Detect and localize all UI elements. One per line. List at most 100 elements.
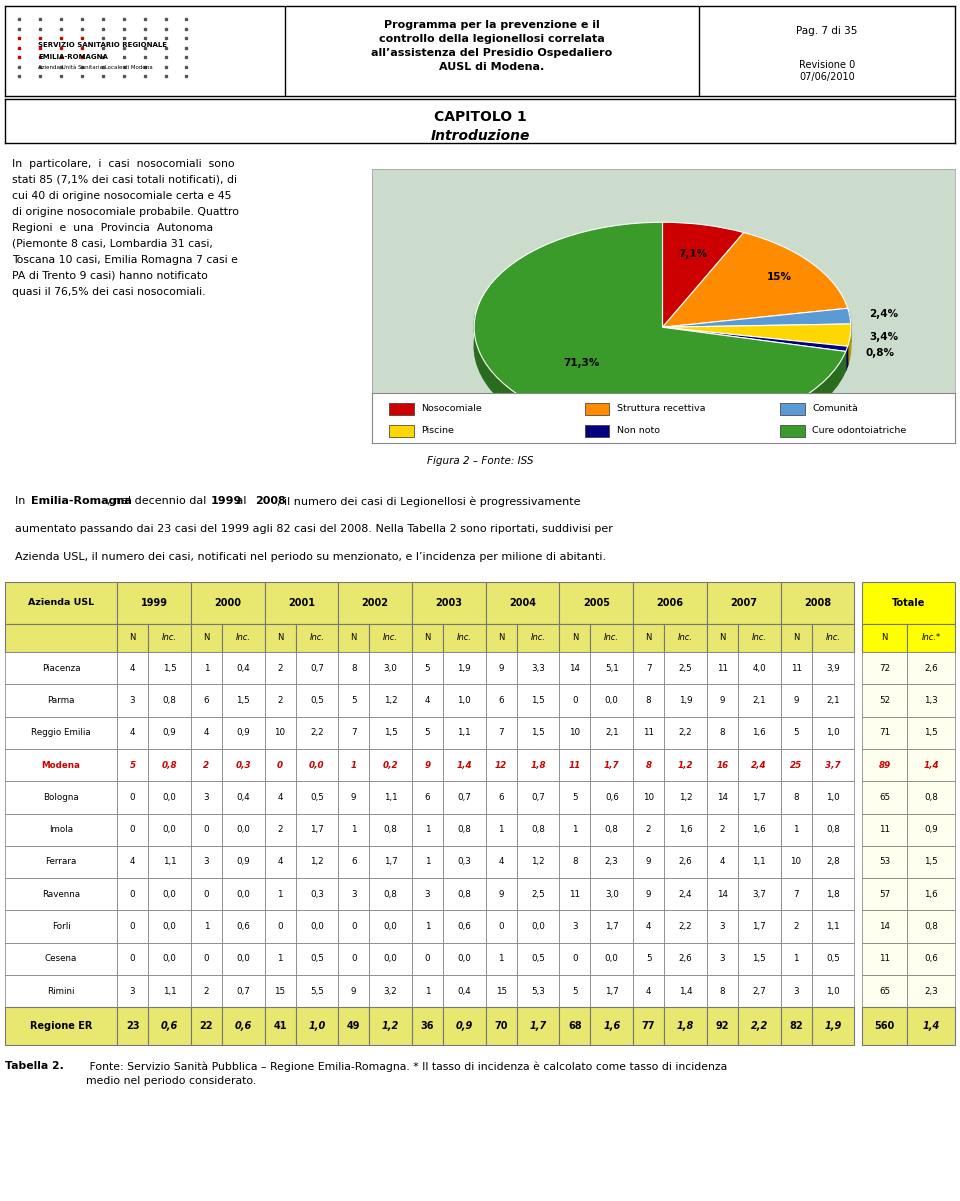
Text: 5: 5: [572, 793, 578, 802]
Text: 12: 12: [495, 760, 507, 770]
Bar: [907, 943, 955, 975]
Text: 0,6: 0,6: [924, 955, 938, 963]
Text: 9: 9: [424, 760, 430, 770]
Bar: [780, 910, 811, 943]
Text: 1,2: 1,2: [310, 858, 324, 866]
Text: 2,8: 2,8: [826, 858, 840, 866]
Text: 1,2: 1,2: [531, 858, 545, 866]
Text: 5,3: 5,3: [531, 987, 545, 996]
Bar: [148, 813, 191, 846]
Bar: [862, 717, 907, 749]
Bar: [738, 652, 780, 685]
Text: 14: 14: [717, 890, 728, 898]
Bar: [222, 975, 265, 1008]
Bar: [560, 749, 590, 781]
Text: 9: 9: [498, 890, 504, 898]
Bar: [390, 424, 414, 437]
Text: al: al: [233, 496, 250, 506]
Bar: [148, 943, 191, 975]
Text: 11: 11: [879, 955, 890, 963]
Text: SERVIZIO SANITARIO REGIONALE: SERVIZIO SANITARIO REGIONALE: [38, 42, 167, 48]
Text: 2: 2: [204, 987, 209, 996]
Text: 5: 5: [572, 987, 578, 996]
Bar: [516, 749, 560, 781]
Bar: [560, 910, 590, 943]
Bar: [707, 878, 738, 910]
Text: 0,8: 0,8: [161, 760, 178, 770]
Text: 2,6: 2,6: [679, 955, 692, 963]
Bar: [370, 717, 412, 749]
Bar: [585, 424, 610, 437]
Bar: [907, 846, 955, 878]
Text: 1,5: 1,5: [753, 955, 766, 963]
Bar: [117, 975, 148, 1008]
Text: 1: 1: [424, 825, 430, 835]
Bar: [486, 685, 516, 717]
Bar: [5, 975, 117, 1008]
Text: 15: 15: [495, 987, 507, 996]
Text: 3,4%: 3,4%: [870, 331, 899, 341]
Text: 1,1: 1,1: [162, 858, 177, 866]
Text: 77: 77: [642, 1021, 656, 1032]
Text: 2,1: 2,1: [605, 728, 618, 737]
Text: 9: 9: [793, 695, 799, 705]
Bar: [370, 781, 412, 813]
Bar: [664, 878, 707, 910]
Bar: [443, 878, 486, 910]
Bar: [907, 781, 955, 813]
Text: N: N: [793, 633, 800, 643]
Bar: [412, 975, 443, 1008]
Text: 3: 3: [204, 793, 209, 802]
Bar: [296, 975, 338, 1008]
Text: 2: 2: [720, 825, 725, 835]
Bar: [811, 1008, 854, 1045]
Bar: [265, 749, 296, 781]
Text: 0,5: 0,5: [826, 955, 840, 963]
Bar: [191, 781, 222, 813]
Text: 1,1: 1,1: [458, 728, 471, 737]
Text: 23: 23: [126, 1021, 139, 1032]
Bar: [443, 943, 486, 975]
Bar: [222, 878, 265, 910]
Text: 1,4: 1,4: [923, 1021, 940, 1032]
Text: 3: 3: [204, 858, 209, 866]
Text: N: N: [719, 633, 726, 643]
Bar: [191, 717, 222, 749]
Bar: [370, 1008, 412, 1045]
Text: 1,9: 1,9: [679, 695, 692, 705]
Text: 11: 11: [717, 664, 728, 673]
Bar: [907, 652, 955, 685]
Text: 2006: 2006: [657, 598, 684, 608]
Bar: [811, 685, 854, 717]
Text: 2003: 2003: [435, 598, 463, 608]
Bar: [738, 625, 780, 652]
Bar: [296, 878, 338, 910]
Bar: [370, 910, 412, 943]
Bar: [265, 846, 296, 878]
Bar: [486, 625, 516, 652]
Bar: [907, 685, 955, 717]
Text: 1,8: 1,8: [530, 760, 546, 770]
Text: 4: 4: [277, 793, 283, 802]
Wedge shape: [474, 222, 846, 432]
Bar: [590, 717, 634, 749]
Bar: [862, 781, 907, 813]
Text: 0,8%: 0,8%: [866, 348, 895, 358]
Bar: [222, 652, 265, 685]
Text: 1,6: 1,6: [679, 825, 692, 835]
Text: 0,7: 0,7: [457, 793, 471, 802]
Bar: [664, 943, 707, 975]
Bar: [296, 749, 338, 781]
Bar: [191, 1008, 222, 1045]
Bar: [707, 943, 738, 975]
Text: 3: 3: [720, 922, 725, 931]
Bar: [486, 846, 516, 878]
Text: 3: 3: [130, 695, 135, 705]
Bar: [780, 846, 811, 878]
Text: 2,3: 2,3: [605, 858, 618, 866]
Text: 52: 52: [879, 695, 890, 705]
Bar: [516, 652, 560, 685]
Text: 0,8: 0,8: [384, 890, 397, 898]
Bar: [296, 1008, 338, 1045]
Bar: [516, 813, 560, 846]
